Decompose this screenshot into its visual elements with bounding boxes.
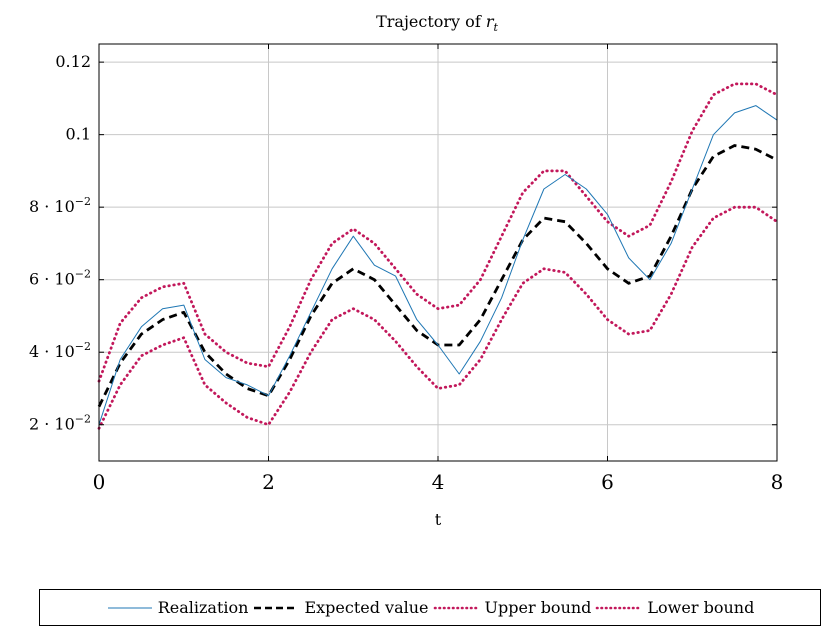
legend-item-expected: Expected value [252, 598, 429, 617]
x-axis-label: t [435, 510, 442, 529]
y-tick-label: 8 · 10−2 [29, 195, 91, 216]
legend-label-lower: Lower bound [647, 598, 755, 617]
chart-title-sub: t [493, 21, 498, 34]
x-tick-label: 4 [432, 470, 445, 494]
legend: Realization Expected value Upper bound L… [39, 589, 821, 626]
chart-title-var: r [486, 12, 495, 31]
y-tick-label: 2 · 10−2 [29, 413, 91, 434]
x-tick-label: 6 [601, 470, 614, 494]
chart-title-text: Trajectory of [376, 12, 486, 31]
chart-title: Trajectory of rt [376, 12, 498, 34]
y-tick-label: 0.12 [55, 52, 91, 71]
x-tick-labels: 0 2 4 6 8 [93, 470, 784, 494]
legend-label-realization: Realization [157, 598, 249, 617]
axis-ticks [98, 44, 778, 461]
legend-swatch-lower [596, 606, 643, 609]
legend-swatch-realization [107, 607, 152, 608]
legend-label-expected: Expected value [304, 598, 429, 617]
series-line-realization [98, 105, 778, 425]
legend-item-realization: Realization [106, 598, 249, 617]
y-tick-label: 0.1 [66, 125, 91, 144]
legend-swatch-expected [254, 606, 299, 609]
legend-swatch-upper [433, 606, 480, 609]
x-tick-label: 8 [771, 470, 784, 494]
y-tick-label: 6 · 10−2 [29, 268, 91, 289]
grid-lines [98, 44, 778, 461]
y-tick-labels: 2 · 10−2 4 · 10−2 6 · 10−2 8 · 10−2 0.1 0.12 [29, 52, 91, 434]
series-line-lower-bound [97, 205, 779, 430]
series-line-upper-bound [97, 82, 779, 383]
legend-label-upper: Upper bound [484, 598, 592, 617]
y-tick-label: 4 · 10−2 [29, 340, 91, 361]
x-tick-label: 0 [93, 470, 106, 494]
plot-series [97, 82, 779, 430]
x-tick-label: 2 [262, 470, 275, 494]
legend-item-lower: Lower bound [595, 598, 754, 617]
legend-item-upper: Upper bound [433, 598, 592, 617]
